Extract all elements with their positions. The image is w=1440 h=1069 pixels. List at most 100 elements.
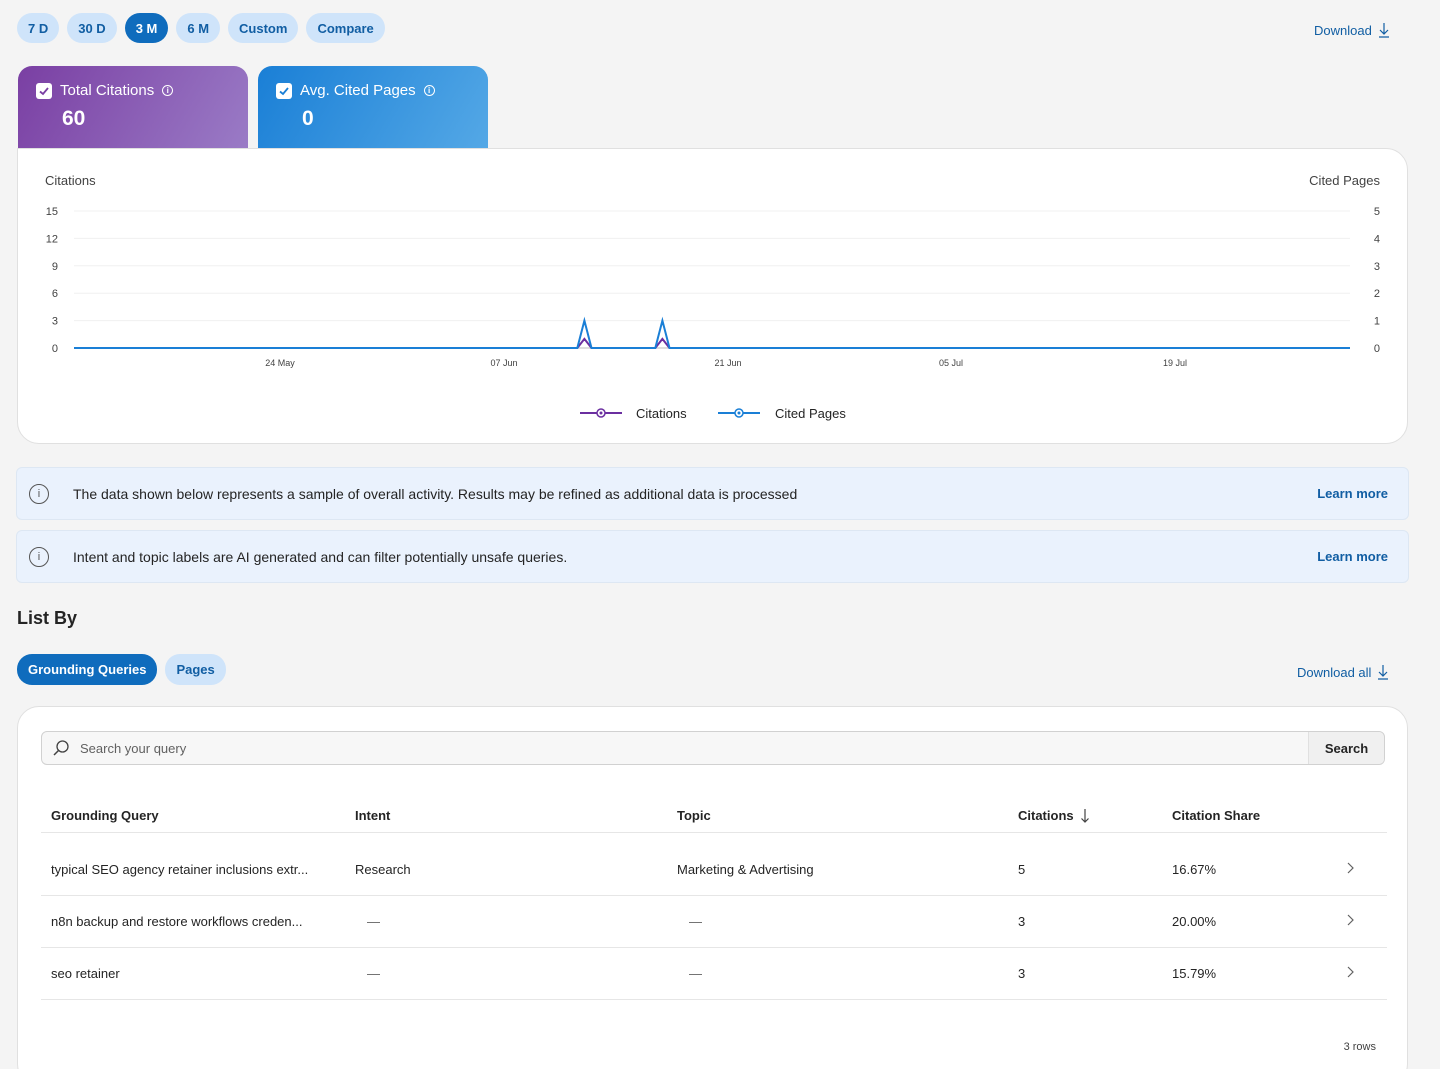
x-tick-label: 05 Jul <box>939 358 963 368</box>
x-tick-label: 24 May <box>265 358 295 368</box>
y-tick-label: 12 <box>46 233 58 245</box>
checkmark-icon <box>279 86 289 95</box>
tab-pages[interactable]: Pages <box>165 654 226 685</box>
range-6m-button[interactable]: 6 M <box>176 13 221 43</box>
citations-checkbox[interactable] <box>36 82 52 99</box>
col-citations-label: Citations <box>1018 808 1074 823</box>
y2-tick-label: 3 <box>1374 261 1380 273</box>
series-line-cited-pages <box>74 316 1350 349</box>
banner-text: The data shown below represents a sample… <box>73 485 798 502</box>
info-icon[interactable]: i <box>423 85 435 96</box>
query-cell: n8n backup and restore workflows creden.… <box>51 914 303 929</box>
legend-citations-label: Citations <box>636 406 687 421</box>
avg-cited-pages-card[interactable]: Avg. Cited Pages i 0 <box>258 66 488 148</box>
intent-cell: — <box>367 966 380 981</box>
citations-cell: 3 <box>1018 966 1026 981</box>
intent-cell: Research <box>355 862 411 877</box>
table-header: Grounding Query Intent Topic Citations C… <box>41 799 1387 833</box>
y-tick-label: 9 <box>52 261 58 273</box>
topic-cell: Marketing & Advertising <box>677 862 814 877</box>
download-icon <box>1378 23 1389 38</box>
search-input[interactable] <box>80 740 1308 756</box>
sample-data-banner: i The data shown below represents a samp… <box>16 467 1409 520</box>
query-cell: typical SEO agency retainer inclusions e… <box>51 862 309 877</box>
search-button[interactable]: Search <box>1308 732 1384 764</box>
col-citations[interactable]: Citations <box>1018 808 1090 824</box>
info-icon: i <box>29 546 49 567</box>
total-citations-card[interactable]: Total Citations i 60 <box>18 66 248 148</box>
date-range-selector: 7 D 30 D 3 M 6 M Custom Compare <box>17 13 385 43</box>
chevron-right-icon[interactable] <box>1345 861 1355 878</box>
y-tick-label: 6 <box>52 288 58 300</box>
banner-text: Intent and topic labels are AI generated… <box>73 548 568 565</box>
intent-cell: — <box>367 914 380 929</box>
row-count: 3 rows <box>1343 1041 1376 1053</box>
avg-cited-pages-value: 0 <box>302 107 314 130</box>
tab-grounding-queries[interactable]: Grounding Queries <box>17 654 158 685</box>
x-tick-label: 07 Jun <box>490 358 517 368</box>
download-icon <box>1378 665 1389 680</box>
table-row[interactable]: n8n backup and restore workflows creden.… <box>41 896 1387 948</box>
cited-pages-checkbox[interactable] <box>276 82 292 99</box>
y2-axis-label: Cited Pages <box>1309 173 1380 188</box>
table-row[interactable]: typical SEO agency retainer inclusions e… <box>41 844 1387 896</box>
legend-cited-pages[interactable]: Cited Pages <box>718 406 846 421</box>
share-cell: 20.00% <box>1172 914 1217 929</box>
chart-legend: Citations Cited Pages <box>580 406 846 421</box>
y-tick-label: 0 <box>52 343 58 355</box>
share-cell: 16.67% <box>1172 862 1217 877</box>
legend-citations[interactable]: Citations <box>580 406 687 421</box>
topic-cell: — <box>689 914 702 929</box>
queries-table-panel: Search Grounding Query Intent Topic Cita… <box>17 706 1408 1069</box>
chevron-right-icon[interactable] <box>1345 913 1355 930</box>
list-by-title: List By <box>17 608 78 628</box>
y-axis-label: Citations <box>45 173 96 188</box>
range-compare-button[interactable]: Compare <box>306 13 385 43</box>
sort-descending-icon <box>1080 808 1089 823</box>
range-30d-button[interactable]: 30 D <box>67 13 117 43</box>
learn-more-link[interactable]: Learn more <box>1317 486 1388 501</box>
y-tick-label: 15 <box>46 206 58 218</box>
col-citation-share[interactable]: Citation Share <box>1172 808 1261 823</box>
download-all-label: Download all <box>1297 664 1372 680</box>
range-7d-button[interactable]: 7 D <box>17 13 60 43</box>
legend-cited-pages-label: Cited Pages <box>775 406 846 421</box>
col-topic[interactable]: Topic <box>677 808 711 823</box>
range-custom-button[interactable]: Custom <box>228 13 299 43</box>
y2-tick-label: 5 <box>1374 206 1380 218</box>
y2-tick-label: 1 <box>1374 316 1380 328</box>
checkmark-icon <box>39 86 49 95</box>
table-row[interactable]: seo retainer — — 3 15.79% <box>41 948 1387 1000</box>
topic-cell: — <box>689 966 702 981</box>
search-bar: Search <box>41 731 1385 765</box>
range-3m-button[interactable]: 3 M <box>124 13 169 43</box>
list-by-tabs: Grounding Queries Pages <box>17 654 226 685</box>
info-icon: i <box>29 483 49 504</box>
series-line-citations <box>74 337 1350 349</box>
learn-more-link[interactable]: Learn more <box>1317 549 1388 564</box>
total-citations-label: Total Citations <box>60 82 155 99</box>
x-tick-label: 19 Jul <box>1163 358 1187 368</box>
y-tick-label: 3 <box>52 316 58 328</box>
ai-labels-banner: i Intent and topic labels are AI generat… <box>16 530 1409 583</box>
y2-tick-label: 4 <box>1374 233 1380 245</box>
col-intent[interactable]: Intent <box>355 808 391 823</box>
search-icon <box>42 739 80 757</box>
chart-panel: Citations Cited Pages 0 3 6 9 12 15 0 1 2 3 4 5 24 M… <box>17 148 1408 444</box>
download-all-button[interactable]: Download all <box>1297 664 1389 680</box>
info-icon[interactable]: i <box>162 85 174 96</box>
chevron-right-icon[interactable] <box>1345 965 1355 982</box>
total-citations-value: 60 <box>62 107 86 130</box>
download-label: Download <box>1314 22 1372 38</box>
citations-cell: 3 <box>1018 914 1026 929</box>
y2-tick-label: 2 <box>1374 288 1380 300</box>
citations-cell: 5 <box>1018 862 1026 877</box>
download-button[interactable]: Download <box>1314 22 1390 38</box>
col-grounding-query[interactable]: Grounding Query <box>51 808 159 823</box>
avg-cited-pages-label: Avg. Cited Pages <box>300 82 416 99</box>
query-cell: seo retainer <box>51 966 120 981</box>
share-cell: 15.79% <box>1172 966 1217 981</box>
y2-tick-label: 0 <box>1374 343 1380 355</box>
x-tick-label: 21 Jun <box>714 358 741 368</box>
